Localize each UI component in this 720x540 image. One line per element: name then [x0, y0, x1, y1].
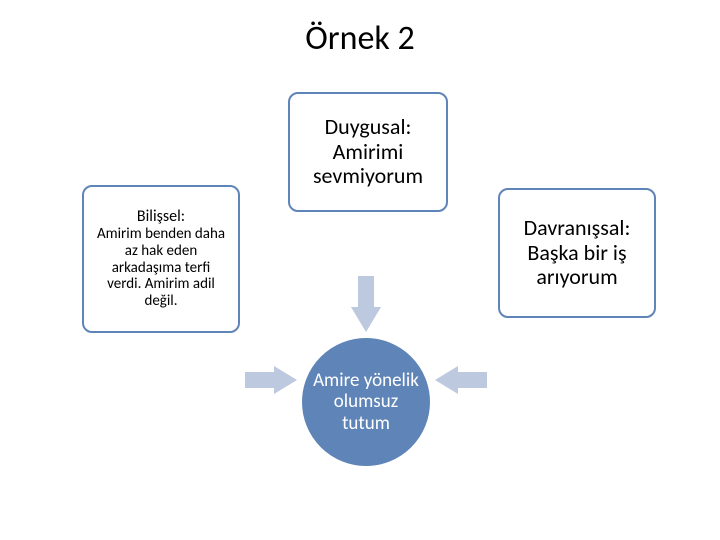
node-center-attitude: Amire yönelik olumsuz tutum: [299, 335, 433, 469]
arrow-from-cognitive: [245, 366, 297, 394]
slide-title: Örnek 2: [0, 18, 720, 59]
arrow-from-emotional: [351, 276, 381, 332]
node-cognitive-header: Bilişsel:: [137, 208, 185, 226]
slide-root: Örnek 2 Duygusal: Amirimi sevmiyorum Bil…: [0, 0, 720, 540]
node-behavioral: Davranışsal: Başka bir iş arıyorum: [498, 188, 656, 318]
arrow-from-behavioral: [435, 366, 487, 394]
node-emotional: Duygusal: Amirimi sevmiyorum: [288, 92, 448, 212]
node-behavioral-header: Davranışsal:: [524, 216, 631, 241]
node-center-text: Amire yönelik olumsuz tutum: [308, 370, 424, 434]
node-emotional-body: Amirimi sevmiyorum: [300, 140, 436, 189]
node-behavioral-body: Başka bir iş arıyorum: [510, 241, 644, 290]
node-cognitive: Bilişsel: Amirim benden daha az hak eden…: [82, 185, 240, 333]
node-emotional-header: Duygusal:: [325, 115, 412, 140]
node-cognitive-body: Amirim benden daha az hak eden arkadaşım…: [94, 226, 228, 310]
